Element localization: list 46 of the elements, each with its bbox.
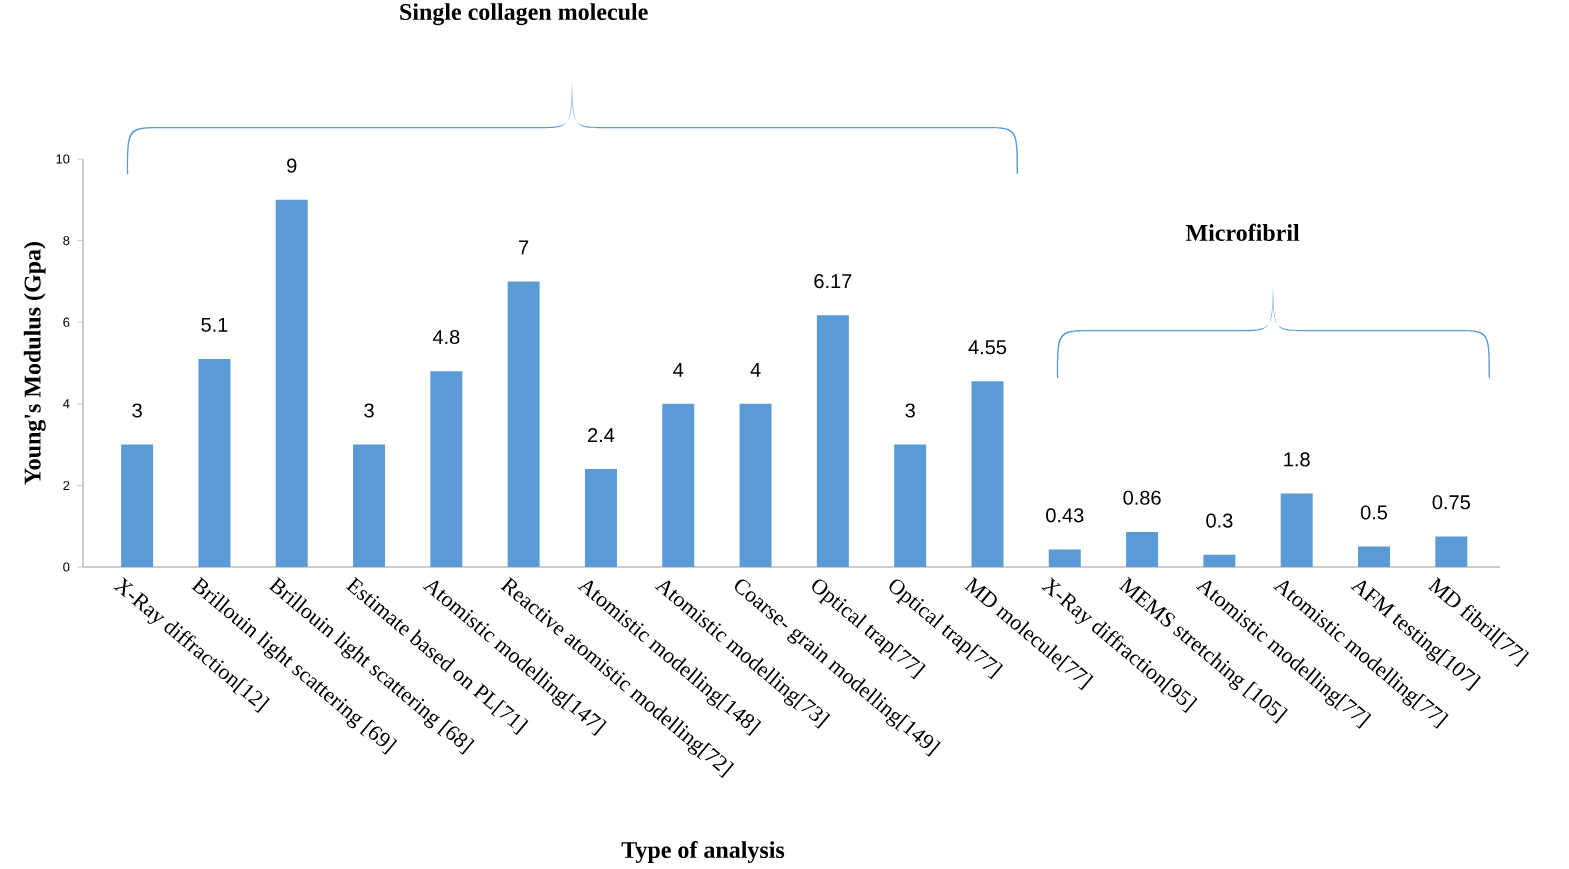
- data-label: 4: [750, 362, 761, 377]
- data-label: 3: [364, 403, 374, 418]
- data-label: 3: [905, 403, 915, 418]
- bar: [894, 444, 927, 567]
- bar: [739, 403, 772, 567]
- text: Single collagen molecule: [400, 3, 648, 26]
- bar: [1358, 546, 1391, 567]
- bar: [1435, 536, 1468, 567]
- y-tick-label: 4: [63, 399, 70, 409]
- bar: [507, 281, 540, 567]
- data-label: 0.3: [1206, 513, 1233, 528]
- bar: [816, 315, 849, 567]
- data-label: 4.55: [968, 340, 1007, 355]
- data-label: 3: [132, 403, 142, 418]
- bar: [353, 444, 386, 567]
- bar: [198, 358, 231, 567]
- y-tick-label: 10: [56, 154, 70, 164]
- data-label: 9: [287, 158, 297, 173]
- bar: [430, 371, 463, 567]
- data-label: 4: [673, 362, 684, 377]
- bar: [275, 199, 308, 567]
- y-tick-label: 8: [63, 236, 70, 246]
- data-label: 0.86: [1123, 490, 1161, 505]
- y-axis-title: Young's Modulus (Gpa): [23, 242, 46, 485]
- data-label: 0.43: [1046, 508, 1084, 523]
- data-label: 4.8: [432, 329, 460, 345]
- y-tick-label: 2: [63, 480, 70, 490]
- data-label: 1.8: [1284, 452, 1310, 467]
- data-label: 7: [519, 240, 529, 255]
- bar: [971, 381, 1004, 567]
- bar: [1126, 531, 1159, 567]
- bar: [121, 444, 154, 567]
- bar: [662, 403, 695, 567]
- data-label: 0.5: [1360, 505, 1388, 520]
- data-label: 2.4: [588, 428, 615, 443]
- bar: [1203, 554, 1236, 567]
- annotation: Microfibril: [1185, 223, 1300, 241]
- y-tick-label: 0: [63, 562, 70, 572]
- data-label: 0.75: [1432, 495, 1470, 510]
- bar: [1280, 493, 1313, 567]
- bar: [1048, 549, 1081, 567]
- x-axis-title: Type of analysis: [621, 840, 785, 864]
- data-label: 5.1: [201, 317, 228, 332]
- data-label: 6.17: [814, 274, 852, 289]
- bar: [584, 469, 617, 567]
- y-tick-label: 6: [63, 317, 70, 327]
